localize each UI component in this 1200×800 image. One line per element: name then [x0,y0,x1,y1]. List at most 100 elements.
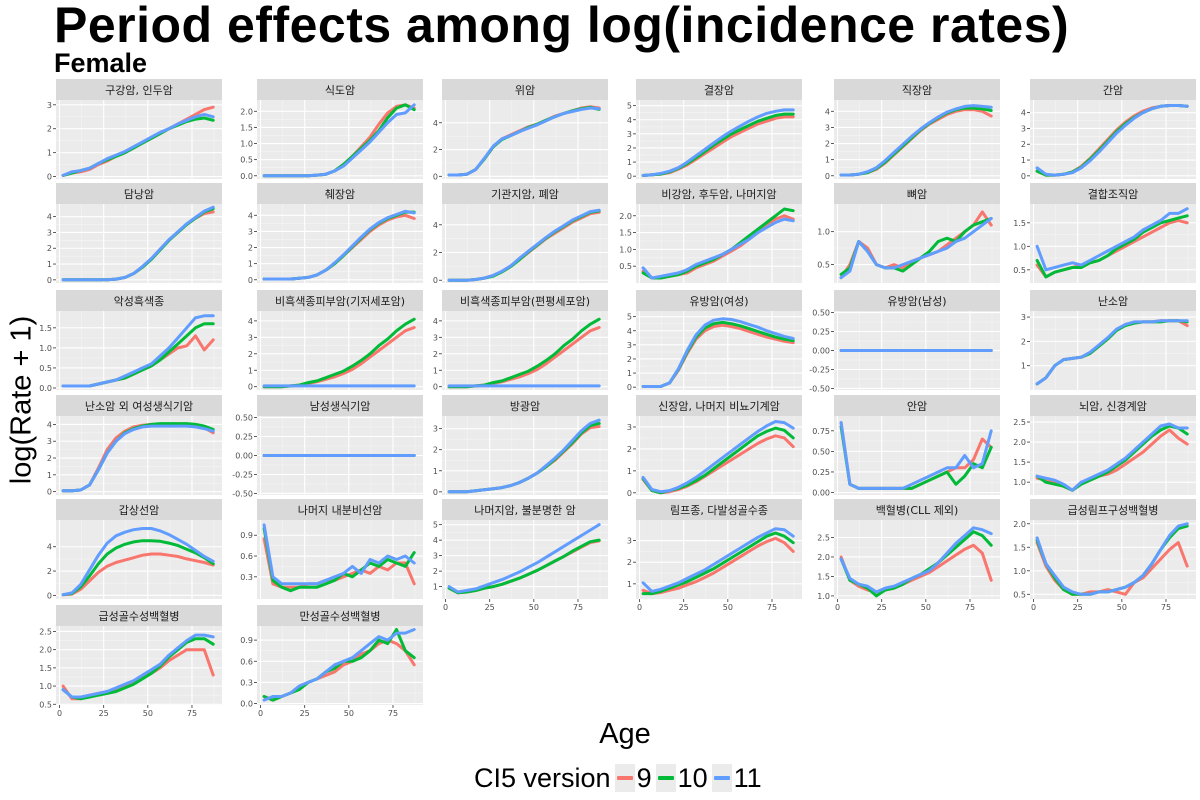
facet-panel: 비흑색종피부암(편평세포암) 0 1 2 3 4 [433,290,608,392]
facet-panel: 유방암(남성) -0.50 -0.25 0.00 0.25 0.50 [809,290,1000,393]
panel-background [834,100,1000,179]
y-tick-label: 3 [433,333,438,342]
y-tick-label: 2 [47,244,52,253]
facet-strip [1030,79,1196,100]
series-line-11 [1035,104,1189,177]
x-tick-label: 75 [1161,603,1171,612]
facet-strip [257,499,423,520]
series-line-11 [61,424,215,493]
facet-strip-label: 안암 [907,400,927,413]
series-line-9 [641,536,795,596]
facet-panel: 위암 0 2 4 [433,79,608,181]
y-tick-label: 0 [248,383,253,392]
y-tick-label: 1 [248,366,253,375]
facet-strip-label: 위암 [515,84,535,97]
facet-strip-label: 남성생식기암 [310,400,371,413]
y-tick-label: 5 [627,102,632,111]
y-tick-label: 0 [627,172,632,181]
chart-title: Period effects among log(incidence rates… [54,0,1070,53]
facet-strip-label: 결합조직암 [1088,188,1139,201]
y-tick-label: 4 [47,213,52,222]
facet-strip-label: 림프종, 다발성골수종 [670,504,768,517]
chart-subtitle: Female [54,48,148,78]
facet-strip [442,499,608,520]
y-tick-label: 1 [47,260,52,269]
legend-swatch-9 [616,776,633,780]
y-tick-label: 2 [47,454,52,463]
facet-strip-label: 나머지암, 불분명한 암 [474,504,576,517]
y-tick-label: 2.5 [39,627,52,636]
y-tick-label: 1.5 [1013,219,1026,228]
legend-key-11 [711,764,732,792]
y-tick-label: 0.0 [240,700,253,709]
panel-background [1030,520,1196,599]
y-tick-label: 3 [627,423,632,432]
facet-panel: 남성생식기암 -0.50 -0.25 0.00 0.25 0.50 [232,395,423,498]
facet-panel: 나머지 내분비선암 0.3 0.6 0.9 [240,499,423,599]
y-tick-label: 0.3 [240,573,253,582]
facet-strip [257,290,423,311]
series-line-10 [61,637,215,701]
x-tick-label: 25 [1073,603,1083,612]
x-tick-label: 75 [767,603,777,612]
y-tick-label: 2.0 [240,107,253,116]
series-line-11 [839,526,993,594]
y-tick-label: 4 [433,317,438,326]
x-tick-label: 0 [258,709,263,718]
x-tick-label: 75 [187,709,197,718]
facet-panel: 난소암 외 여성생식기암 0 1 2 3 4 [47,395,222,497]
y-tick-label: -0.50 [232,489,253,498]
y-tick-label: 3 [825,123,830,132]
series-line-11 [641,527,795,593]
x-tick-label: 50 [143,709,153,718]
facet-panel: 결장암 0 1 2 3 4 5 [627,79,802,181]
y-tick-label: 0.5 [619,262,632,271]
y-tick-label: 0 [627,383,632,392]
y-tick-label: 0.00 [235,452,253,461]
y-tick-label: 0.0 [39,384,52,393]
facet-strip [1030,183,1196,204]
facet-strip-label: 비강암, 후두암, 나머지암 [661,188,776,201]
y-tick-label: 0 [433,488,438,497]
facet-strip-label: 나머지 내분비선암 [298,504,382,517]
series-line-11 [447,106,601,177]
facet-strip-label: 신장암, 나머지 비뇨기계암 [658,400,780,413]
y-tick-label: 2 [825,140,830,149]
y-tick-label: 2 [627,445,632,454]
facet-strip-label: 뼈암 [907,188,927,201]
facet-strip [257,183,423,204]
y-tick-label: 1.5 [619,229,632,238]
y-tick-label: 2 [433,146,438,155]
legend-title: CI5 version [474,762,611,793]
y-tick-label: 0 [47,276,52,285]
x-tick-label: 50 [529,603,539,612]
x-tick-label: 75 [965,603,975,612]
facet-panel: 결합조직암 0.5 1.0 1.5 [1013,183,1196,283]
y-tick-label: 2 [1021,140,1026,149]
facet-strip-label: 구강암, 인두암 [105,84,173,97]
legend-item-10: 10 [655,763,712,794]
x-tick-label: 0 [57,709,62,718]
y-tick-label: 4 [1021,109,1026,118]
facet-strip [636,79,802,100]
series-line-11 [61,112,215,177]
facet-strip [1030,499,1196,520]
y-tick-label: 0.3 [240,678,253,687]
legend-label-9: 9 [636,762,652,793]
y-tick-label: 4 [47,543,52,552]
facet-strip [442,395,608,416]
y-tick-label: 0.5 [1013,590,1026,599]
panel-background [442,311,608,390]
facet-strip-label: 식도암 [325,84,355,97]
facet-strip-label: 직장암 [902,84,932,97]
facet-strip-label: 백혈병(CLL 제외) [876,503,959,517]
y-tick-label: 3 [433,552,438,561]
y-tick-label: 4 [433,221,438,230]
y-tick-label: 0.5 [817,261,830,270]
y-tick-label: 2 [47,125,52,134]
series-line-10 [447,538,601,595]
series-line-11 [1035,207,1189,272]
facet-panel: 방광암 0 1 2 3 [433,395,608,497]
y-tick-label: 0.25 [812,328,830,337]
facet-panel: 림프종, 다발성골수종 1 2 3 0 25 50 75 [627,499,802,612]
